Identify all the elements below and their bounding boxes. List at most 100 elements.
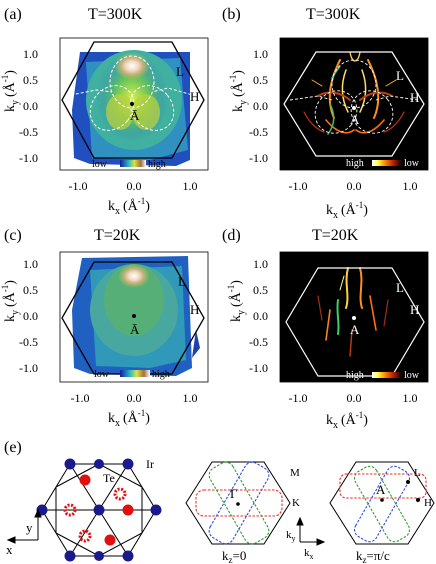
colorbar-high-label: high: [346, 370, 364, 381]
colorbar: [372, 160, 402, 166]
xlabel-k: k: [108, 411, 115, 426]
te-atom: [63, 503, 77, 517]
blue-pocket: [208, 461, 270, 545]
kx-label: k: [304, 547, 310, 559]
y-tick-label: 0.0: [23, 309, 38, 323]
x-tick-label: -1.0: [71, 391, 90, 405]
ir-atom: [93, 504, 105, 516]
y-tick-label: -1.0: [19, 361, 38, 375]
green-pocket: [208, 461, 270, 545]
te-atom: [113, 487, 127, 501]
axis-y-label: y: [26, 520, 33, 535]
a-point-marker: [380, 498, 384, 502]
y-tick-label: 0.0: [253, 309, 268, 323]
y-axis-label: ky(Å-1): [226, 280, 247, 322]
x-tick-label: 1.0: [183, 179, 198, 193]
svg-text:kx(Å-1): kx (Å-1): [108, 196, 150, 217]
y-axis-label: ky(Å-1): [228, 70, 249, 112]
xlabel-k: k: [326, 203, 333, 218]
panel-c: (c) T=20K Ā L H low high 1.0 0.5 0.0 -0.…: [0, 227, 209, 429]
te-atoms: [63, 474, 134, 546]
svg-text:kx(Å-1): kx (Å-1): [108, 408, 150, 429]
ylabel-sub: y: [10, 100, 21, 105]
panel-e: (e): [4, 439, 435, 564]
panel-label: (c): [4, 227, 22, 244]
ir-atom: [122, 550, 134, 562]
kx-sub: x: [310, 552, 314, 561]
point-a-label: Ā: [130, 108, 140, 123]
curvature-features: [303, 51, 405, 135]
brillouin-zone-hexagon: [283, 51, 425, 157]
x-tick-label: 1.0: [403, 391, 418, 405]
y-tick-label: 0.0: [253, 99, 268, 113]
dashed-pockets: [65, 55, 197, 131]
y-tick-label: -0.5: [19, 335, 38, 349]
ir-atom: [64, 550, 76, 562]
brillouin-zone-hexagon: [61, 41, 205, 159]
point-l-label: L: [396, 280, 404, 295]
y-axis-label: ky(Å-1): [0, 70, 21, 112]
ky-sub: y: [292, 534, 296, 543]
colorbar-low-label: low: [404, 370, 420, 381]
y-tick-label: -0.5: [249, 335, 268, 349]
x-tick-label: 1.0: [183, 391, 198, 405]
red-pocket: [195, 489, 283, 517]
colorbar-high-label: high: [148, 159, 166, 170]
x-axis-label: kx (Å-1): [108, 196, 150, 217]
x-tick-label: -1.0: [69, 179, 88, 193]
brillouin-zone-hexagon: [61, 261, 205, 375]
svg-text:kz=0: kz=0: [222, 548, 246, 564]
xlabel-sub: x: [115, 206, 120, 217]
ir-label: Ir: [146, 457, 154, 471]
y-tick-label: -1.0: [249, 361, 268, 375]
svg-text:ky: ky: [286, 529, 296, 543]
a-point-marker: [132, 314, 136, 318]
panel-title: T=300K: [88, 6, 143, 23]
l-label: L: [414, 467, 421, 479]
xlabel-k: k: [108, 199, 115, 214]
red-pocket: [339, 473, 427, 499]
panel-label: (d): [222, 227, 241, 244]
ylabel-k: k: [231, 105, 246, 112]
colorbar: [120, 160, 146, 167]
ylabel-unit: (Å: [2, 81, 18, 97]
colorbar-low-label: low: [404, 158, 420, 169]
xlabel-unit: (Å: [341, 202, 357, 218]
intensity-map: [72, 50, 190, 166]
ylabel-unit: (Å: [230, 81, 246, 97]
point-l-label: L: [178, 274, 186, 289]
colorbar-high-label: high: [152, 369, 170, 380]
axis-x-label: x: [6, 542, 13, 557]
te-atom: [79, 474, 91, 486]
bz-kz0: Γ M K kz=0: [185, 461, 300, 564]
kzpi-caption-sub: z: [363, 555, 367, 564]
panel-title: T=300K: [306, 6, 361, 23]
point-a-label: Ā: [130, 322, 140, 337]
a-label: A: [376, 482, 386, 497]
xlabel-unit: (Å: [341, 412, 357, 428]
ylabel-unit: (Å: [228, 291, 244, 307]
plot-frame: [59, 251, 209, 383]
m-label: M: [290, 467, 300, 479]
x-ticks: -1.0 0.0 1.0: [289, 391, 418, 405]
kz0-caption-k: k: [222, 548, 229, 563]
l-point-marker: [406, 480, 410, 484]
point-h-label: H: [190, 302, 199, 317]
point-a-label: A: [350, 322, 360, 337]
x-axis-label: kx (Å-1): [326, 410, 368, 431]
te-atom: [104, 534, 116, 546]
ylabel-unit: (Å: [2, 291, 18, 307]
colorbar-low-label: low: [94, 369, 110, 380]
bz-hexagon: [329, 461, 435, 545]
y-ticks: 1.0 0.5 0.0 -0.5 -1.0: [19, 257, 38, 375]
x-tick-label: 0.0: [127, 391, 142, 405]
xlabel-sub: x: [115, 418, 120, 429]
point-h-label: H: [410, 302, 419, 317]
point-l-label: L: [396, 68, 404, 83]
panel-title: T=20K: [94, 227, 141, 244]
colorbar: [120, 370, 150, 377]
kzpi-caption-k: k: [356, 548, 363, 563]
point-h-label: H: [190, 89, 199, 104]
x-ticks: -1.0 0.0 1.0: [289, 179, 418, 193]
